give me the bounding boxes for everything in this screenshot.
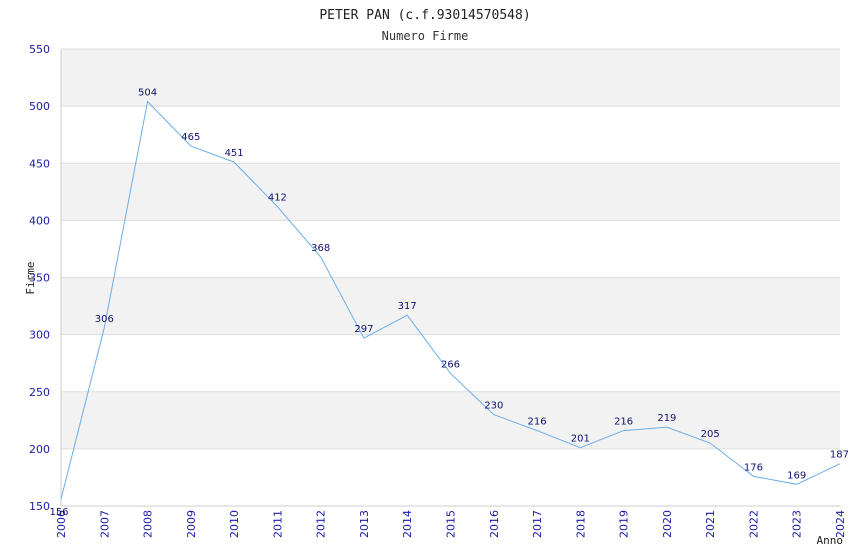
x-tick-label: 2007: [98, 510, 111, 538]
x-tick-label: 2022: [747, 510, 760, 538]
grid-bands: [61, 49, 840, 449]
data-label: 156: [49, 507, 68, 518]
y-tick-label: 450: [29, 157, 50, 170]
grid-band: [61, 163, 840, 221]
y-tick-label: 350: [29, 272, 50, 285]
x-tick-label: 2010: [228, 510, 241, 538]
y-tick-label: 400: [29, 214, 50, 227]
data-label: 216: [614, 417, 633, 428]
data-labels: 156 306 504 465 451 412 368 297 317 266 230 216 201 2…: [49, 88, 849, 519]
data-label: 317: [398, 301, 417, 312]
data-label: 176: [744, 462, 763, 473]
x-tick-label: 2018: [574, 510, 587, 538]
x-tick-label: 2006: [55, 510, 68, 538]
x-tick-label: 2019: [618, 510, 631, 538]
data-label: 230: [484, 401, 503, 412]
data-label: 216: [528, 417, 547, 428]
y-tick-label: 150: [29, 500, 50, 513]
data-label: 368: [311, 243, 330, 254]
chart-title: PETER PAN (c.f.93014570548): [319, 8, 530, 23]
x-tick-label: 2014: [401, 510, 414, 538]
x-tick-label: 2008: [142, 510, 155, 538]
data-label: 266: [441, 359, 460, 370]
x-axis-label: Anno: [817, 534, 844, 547]
grid-band: [61, 391, 840, 449]
x-tick-label: 2020: [661, 510, 674, 538]
x-tick-label: 2015: [445, 510, 458, 538]
data-label: 412: [268, 193, 287, 204]
grid-band: [61, 277, 840, 335]
data-label: 306: [95, 314, 114, 325]
data-label: 451: [225, 148, 244, 159]
x-tick-label: 2024: [834, 510, 847, 538]
data-label: 187: [830, 450, 849, 461]
x-tick-label: 2016: [488, 510, 501, 538]
grid-lines: [61, 48, 840, 507]
grid-band: [61, 49, 840, 107]
y-axis-label: Firme: [24, 261, 37, 294]
data-label: 504: [138, 88, 157, 99]
y-tick-label: 550: [29, 43, 50, 56]
y-tick-label: 200: [29, 443, 50, 456]
y-tick-label: 250: [29, 386, 50, 399]
x-tick-label: 2021: [704, 510, 717, 538]
series-line: [60, 100, 841, 500]
y-tick-label: 500: [29, 100, 50, 113]
chart-subtitle: Numero Firme: [382, 29, 469, 43]
data-label: 219: [657, 413, 676, 424]
data-label: 465: [181, 132, 200, 143]
data-label: 297: [354, 324, 373, 335]
x-tick-label: 2009: [185, 510, 198, 538]
x-tick-label: 2017: [531, 510, 544, 538]
x-tick-label: 2011: [271, 510, 284, 538]
x-tick-labels: 2006 2007 2008 2009 2010 2011 2012 2013 2014 2015…: [55, 510, 847, 538]
x-tick-label: 2012: [315, 510, 328, 538]
x-tick-label: 2013: [358, 510, 371, 538]
y-tick-labels: 150 200 250 300 350 400 450 500 550: [29, 43, 50, 513]
data-label: 201: [571, 434, 590, 445]
y-tick-label: 300: [29, 329, 50, 342]
x-tick-label: 2023: [791, 510, 804, 538]
data-label: 205: [701, 429, 720, 440]
data-label: 169: [787, 470, 806, 481]
